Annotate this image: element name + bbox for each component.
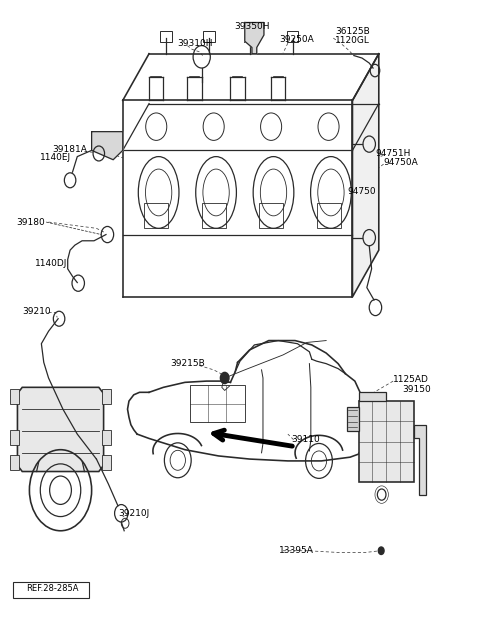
Text: 1125AD: 1125AD (394, 376, 429, 384)
Text: 94751H: 94751H (375, 149, 411, 158)
Text: 39215B: 39215B (170, 359, 205, 368)
Text: 1140EJ: 1140EJ (40, 153, 72, 162)
Text: 94750: 94750 (348, 187, 376, 196)
Bar (359, 401, 414, 482)
Text: 39150: 39150 (403, 385, 432, 394)
Text: 1140DJ: 1140DJ (35, 259, 67, 268)
Bar (102, 389, 111, 404)
Text: REF.28-285A: REF.28-285A (26, 584, 79, 592)
Text: 39110: 39110 (292, 435, 321, 444)
Text: 39350H: 39350H (234, 22, 270, 31)
Text: 39310H: 39310H (177, 39, 212, 48)
Polygon shape (414, 426, 426, 494)
Text: 94750A: 94750A (383, 158, 418, 168)
Bar (203, 31, 215, 42)
Text: 39181A: 39181A (53, 144, 87, 154)
Text: 36125B: 36125B (335, 28, 370, 36)
Bar (259, 203, 283, 228)
Text: 39210J: 39210J (118, 509, 149, 518)
Polygon shape (245, 22, 264, 54)
Bar (202, 203, 226, 228)
Text: 39180: 39180 (16, 217, 45, 227)
Bar (317, 203, 340, 228)
Text: 13395A: 13395A (278, 546, 313, 555)
Bar (10, 389, 19, 404)
Circle shape (378, 547, 384, 554)
Text: 39250A: 39250A (279, 36, 314, 44)
Bar (12, 582, 89, 598)
Text: 1120GL: 1120GL (335, 36, 370, 45)
Bar (102, 454, 111, 469)
Bar (10, 430, 19, 445)
Bar (244, 31, 255, 42)
Bar (160, 31, 171, 42)
Bar (102, 430, 111, 445)
Text: 39210: 39210 (22, 307, 51, 316)
Circle shape (220, 372, 229, 384)
Bar (190, 386, 245, 422)
Bar (359, 392, 386, 401)
Polygon shape (17, 388, 104, 471)
Bar (144, 203, 168, 228)
Bar (347, 408, 359, 431)
Bar (287, 31, 299, 42)
Polygon shape (92, 132, 123, 160)
Bar (10, 454, 19, 469)
Polygon shape (352, 54, 379, 297)
